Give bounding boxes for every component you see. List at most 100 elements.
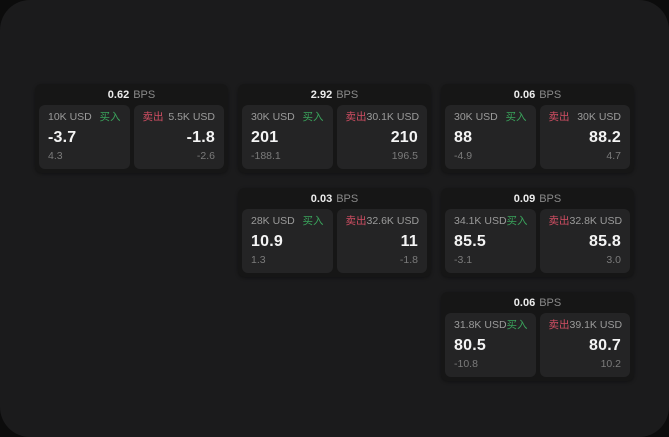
buy-price: 85.5 [454,232,486,250]
buy-amount: 30K USD [454,111,498,123]
bps-unit: BPS [133,88,156,101]
sell-price: 210 [390,128,418,146]
sell-label: 卖出 [548,215,570,227]
buy-delta: -3.1 [454,254,473,267]
buy-delta: 1.3 [251,254,266,267]
sell-panel-top: 卖出 32.6K USD [345,215,420,228]
sell-delta: -1.8 [399,254,418,267]
bps-unit: BPS [539,88,562,101]
buy-label: 买入 [506,215,528,227]
sell-panel-top: 卖出 5.5K USD [142,111,216,124]
buy-panel[interactable]: 10K USD 买入 -3.7 4.3 [39,105,130,169]
sell-price: 85.8 [589,232,621,250]
sell-amount: 30K USD [577,111,621,123]
bps-header: 0.06 BPS [441,292,634,313]
buy-panel-top: 30K USD 买入 [454,111,527,124]
buy-panel[interactable]: 28K USD 买入 10.9 1.3 [242,209,333,273]
sell-delta: 10.2 [600,358,621,371]
buy-label: 买入 [506,319,528,331]
quote-panels: 10K USD 买入 -3.7 4.3 卖出 5.5K USD -1.8 -2.… [35,105,228,173]
buy-amount: 10K USD [48,111,92,123]
sell-label: 卖出 [548,319,570,331]
buy-label: 买入 [99,111,121,123]
bps-header: 0.03 BPS [238,188,431,209]
buy-label: 买入 [302,215,324,227]
bps-unit: BPS [539,296,562,309]
sell-amount: 39.1K USD [569,319,623,331]
quote-card: 0.62 BPS 10K USD 买入 -3.7 4.3 卖出 5.5K USD [35,84,228,173]
sell-panel-top: 卖出 39.1K USD [548,319,623,332]
bps-header: 0.62 BPS [35,84,228,105]
sell-price: 80.7 [589,336,621,354]
quote-panels: 34.1K USD 买入 85.5 -3.1 卖出 32.8K USD 85.8… [441,209,634,277]
buy-label: 买入 [302,111,324,123]
buy-panel-top: 10K USD 买入 [48,111,121,124]
sell-price: 88.2 [589,128,621,146]
buy-panel-top: 28K USD 买入 [251,215,324,228]
bps-header: 0.09 BPS [441,188,634,209]
sell-delta: 196.5 [391,150,418,163]
sell-label: 卖出 [345,111,367,123]
bps-header: 0.06 BPS [441,84,634,105]
buy-amount: 28K USD [251,215,295,227]
sell-amount: 32.6K USD [366,215,420,227]
bps-unit: BPS [539,192,562,205]
sell-panel[interactable]: 卖出 30K USD 88.2 4.7 [539,105,630,169]
buy-panel[interactable]: 30K USD 买入 88 -4.9 [445,105,536,169]
quote-card: 0.09 BPS 34.1K USD 买入 85.5 -3.1 卖出 32.8K… [441,188,634,277]
buy-label: 买入 [505,111,527,123]
buy-panel[interactable]: 30K USD 买入 201 -188.1 [242,105,333,169]
buy-price: 88 [454,128,473,146]
quote-card: 2.92 BPS 30K USD 买入 201 -188.1 卖出 30.1K … [238,84,431,173]
sell-label: 卖出 [548,111,570,123]
bps-value: 0.06 [513,88,536,101]
buy-price: 201 [251,128,279,146]
sell-panel-top: 卖出 30.1K USD [345,111,420,124]
sell-panel[interactable]: 卖出 32.8K USD 85.8 3.0 [539,209,630,273]
sell-label: 卖出 [345,215,367,227]
buy-panel[interactable]: 34.1K USD 买入 85.5 -3.1 [445,209,536,273]
sell-panel-top: 卖出 30K USD [548,111,622,124]
sell-delta: 3.0 [606,254,621,267]
sell-amount: 32.8K USD [569,215,623,227]
buy-delta: -10.8 [454,358,478,371]
bps-header: 2.92 BPS [238,84,431,105]
bps-unit: BPS [336,192,359,205]
quote-panels: 28K USD 买入 10.9 1.3 卖出 32.6K USD 11 -1.8 [238,209,431,277]
buy-panel[interactable]: 31.8K USD 买入 80.5 -10.8 [445,313,536,377]
sell-panel[interactable]: 卖出 5.5K USD -1.8 -2.6 [133,105,224,169]
bps-value: 0.06 [513,296,536,309]
quote-card: 0.03 BPS 28K USD 买入 10.9 1.3 卖出 32.6K US… [238,188,431,277]
quote-panels: 30K USD 买入 201 -188.1 卖出 30.1K USD 210 1… [238,105,431,173]
bps-value: 0.62 [107,88,130,101]
sell-panel[interactable]: 卖出 30.1K USD 210 196.5 [336,105,427,169]
quote-card: 0.06 BPS 30K USD 买入 88 -4.9 卖出 30K USD [441,84,634,173]
sell-price: -1.8 [186,128,215,146]
quote-panels: 31.8K USD 买入 80.5 -10.8 卖出 39.1K USD 80.… [441,313,634,381]
sell-amount: 5.5K USD [168,111,215,123]
sell-panel[interactable]: 卖出 39.1K USD 80.7 10.2 [539,313,630,377]
buy-price: -3.7 [48,128,77,146]
sell-price: 11 [400,232,418,250]
buy-price: 10.9 [251,232,283,250]
quote-card: 0.06 BPS 31.8K USD 买入 80.5 -10.8 卖出 39.1… [441,292,634,381]
sell-delta: -2.6 [196,150,215,163]
sell-delta: 4.7 [606,150,621,163]
sell-panel[interactable]: 卖出 32.6K USD 11 -1.8 [336,209,427,273]
buy-delta: -4.9 [454,150,473,163]
sell-label: 卖出 [142,111,164,123]
buy-delta: 4.3 [48,150,63,163]
sell-amount: 30.1K USD [366,111,420,123]
quote-card-grid: 0.62 BPS 10K USD 买入 -3.7 4.3 卖出 5.5K USD [35,84,634,381]
bps-value: 0.03 [310,192,333,205]
buy-delta: -188.1 [251,150,281,163]
buy-price: 80.5 [454,336,486,354]
buy-panel-top: 30K USD 买入 [251,111,324,124]
buy-amount: 34.1K USD [454,215,507,227]
sell-panel-top: 卖出 32.8K USD [548,215,623,228]
bps-value: 2.92 [310,88,333,101]
buy-amount: 31.8K USD [454,319,507,331]
bps-unit: BPS [336,88,359,101]
quote-panels: 30K USD 买入 88 -4.9 卖出 30K USD 88.2 4.7 [441,105,634,173]
